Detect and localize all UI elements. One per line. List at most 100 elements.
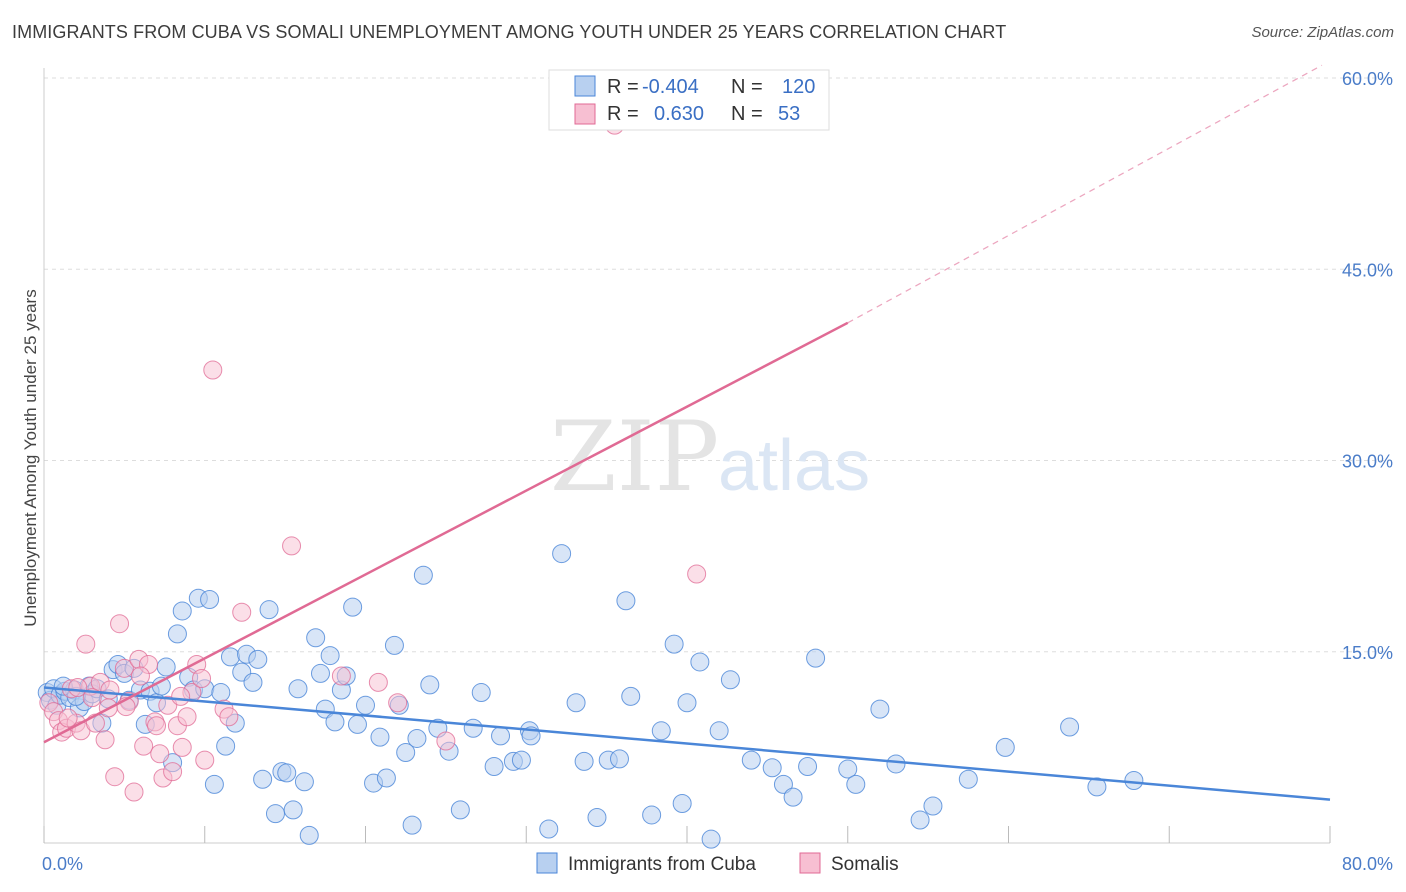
point-somali-13 [100, 680, 120, 700]
point-somali-29 [177, 707, 197, 727]
trend-lines [43, 64, 1331, 801]
point-somali-37 [331, 666, 351, 686]
stats-n-somali: 53 [778, 103, 800, 125]
point-cuba-59 [343, 597, 363, 617]
point-somali-32 [195, 750, 215, 770]
point-cuba-71 [420, 675, 440, 695]
point-cuba-36 [216, 736, 236, 756]
point-somali-18 [124, 782, 144, 802]
watermark-atlas: atlas [718, 426, 870, 506]
point-somali-15 [110, 614, 130, 634]
point-cuba-74 [450, 800, 470, 820]
point-cuba-42 [248, 649, 268, 669]
point-somali-33 [203, 360, 223, 380]
point-cuba-91 [621, 686, 641, 706]
point-cuba-37 [220, 647, 240, 667]
point-somali-23 [150, 744, 170, 764]
point-cuba-89 [609, 749, 629, 769]
legend-swatch-cuba [536, 852, 558, 874]
series-cuba-points [37, 544, 1144, 849]
point-cuba-43 [253, 769, 273, 789]
point-somali-38 [368, 672, 388, 692]
stats-r-cuba: -0.404 [642, 76, 699, 98]
point-cuba-27 [167, 624, 187, 644]
stats-r-somali: 0.630 [654, 103, 704, 125]
point-cuba-33 [200, 589, 220, 609]
point-cuba-100 [720, 670, 740, 690]
point-cuba-48 [283, 800, 303, 820]
point-cuba-115 [1060, 717, 1080, 737]
point-somali-14 [105, 767, 125, 787]
point-cuba-53 [310, 663, 330, 683]
point-somali-26 [163, 762, 183, 782]
point-cuba-45 [265, 804, 285, 824]
point-cuba-111 [910, 810, 930, 830]
x-tick-label-1: 80.0% [1342, 854, 1393, 874]
point-cuba-55 [320, 646, 340, 666]
point-cuba-98 [701, 829, 721, 849]
point-cuba-70 [413, 565, 433, 585]
trend-line-cuba [43, 686, 1331, 801]
point-cuba-102 [762, 758, 782, 778]
stats-n-cuba: 120 [782, 76, 815, 98]
point-cuba-83 [539, 819, 559, 839]
stats-r-label-somali: R = [607, 103, 639, 125]
point-cuba-90 [616, 591, 636, 611]
point-somali-39 [388, 693, 408, 713]
point-cuba-112 [923, 796, 943, 816]
gridlines [44, 77, 1395, 653]
point-cuba-116 [1087, 777, 1107, 797]
point-somali-12 [95, 730, 115, 750]
point-cuba-110 [886, 754, 906, 774]
point-somali-50 [171, 686, 191, 706]
point-somali-43 [58, 708, 78, 728]
point-cuba-50 [294, 772, 314, 792]
point-somali-52 [219, 707, 239, 727]
point-cuba-61 [356, 695, 375, 715]
point-cuba-64 [376, 768, 396, 788]
point-cuba-52 [306, 628, 326, 648]
point-somali-35 [232, 602, 252, 622]
y-axis-label: Unemployment Among Youth under 25 years [21, 289, 40, 626]
point-cuba-63 [370, 727, 390, 747]
point-cuba-93 [651, 721, 671, 741]
trend-line-somali-extension [847, 64, 1323, 324]
point-somali-20 [134, 736, 154, 756]
trend-line-somali [43, 321, 849, 744]
point-cuba-75 [463, 718, 483, 738]
y-tick-label-2: 45.0% [1342, 260, 1393, 280]
point-cuba-25 [156, 657, 176, 677]
point-cuba-106 [806, 648, 826, 668]
x-tick-label-0: 0.0% [42, 854, 83, 874]
point-somali-16 [114, 658, 134, 678]
point-cuba-104 [783, 787, 803, 807]
stats-n-label-cuba: N = [731, 76, 763, 98]
point-cuba-96 [677, 693, 697, 713]
stats-swatch-somali [574, 103, 596, 125]
point-cuba-56 [325, 712, 345, 732]
stats-r-label-cuba: R = [607, 76, 639, 98]
point-cuba-87 [587, 808, 607, 827]
stats-n-label-somali: N = [731, 103, 763, 125]
point-cuba-44 [259, 600, 279, 620]
point-cuba-97 [690, 652, 710, 672]
point-cuba-69 [407, 728, 427, 748]
point-cuba-28 [172, 601, 192, 621]
point-somali-48 [130, 666, 150, 686]
point-cuba-35 [211, 683, 231, 703]
stats-box: R = -0.404 N = 120 R = 0.630 N = 53 [548, 69, 830, 131]
point-somali-28 [172, 737, 192, 757]
point-cuba-49 [288, 679, 308, 699]
point-cuba-99 [709, 721, 729, 741]
point-cuba-60 [347, 714, 367, 734]
axes [43, 68, 1331, 844]
point-somali-49 [147, 716, 167, 736]
point-cuba-78 [491, 726, 511, 746]
point-cuba-80 [511, 750, 531, 770]
point-cuba-76 [471, 683, 491, 703]
watermark: ZIP atlas [550, 401, 870, 513]
legend-label-cuba: Immigrants from Cuba [568, 854, 756, 875]
point-cuba-41 [243, 672, 263, 692]
point-cuba-77 [484, 757, 504, 776]
